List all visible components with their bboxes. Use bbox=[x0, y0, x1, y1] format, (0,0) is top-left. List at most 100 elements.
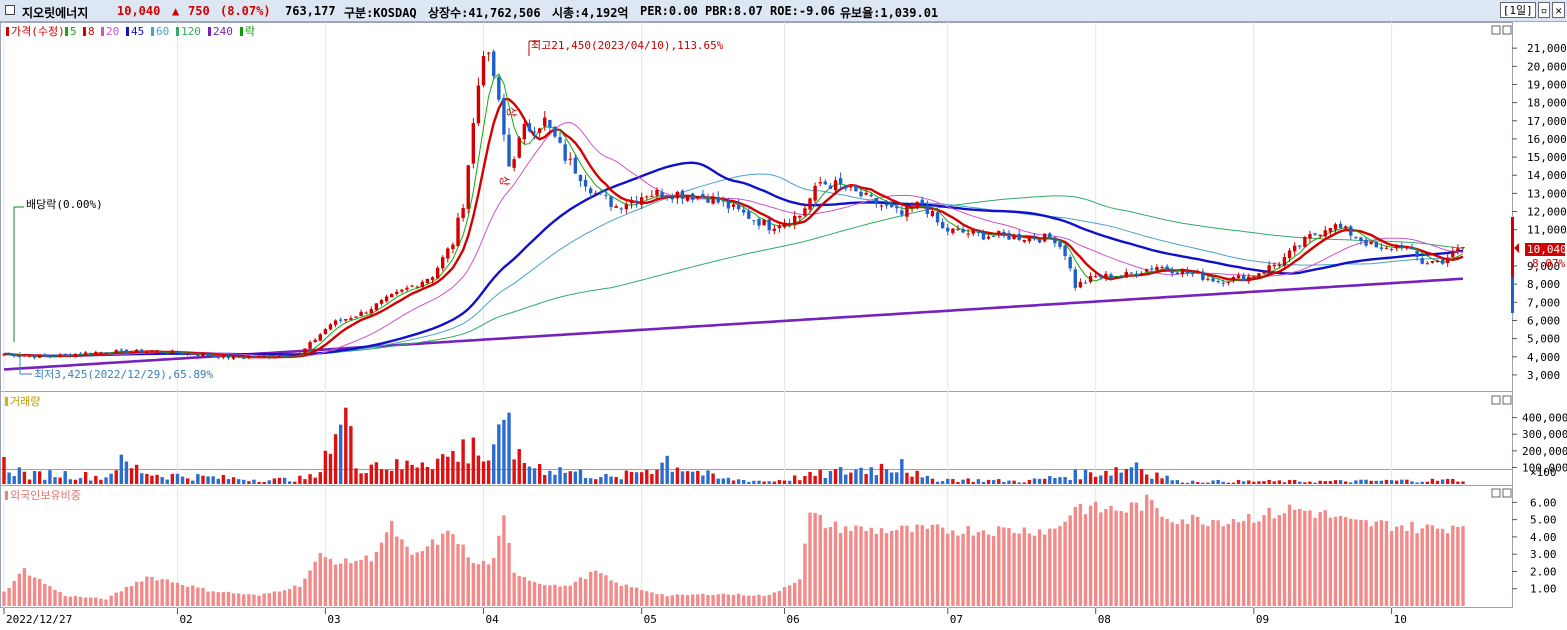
candle-body bbox=[660, 192, 664, 198]
foreign-bar bbox=[68, 596, 73, 606]
foreign-bar bbox=[946, 533, 950, 606]
volume-bar bbox=[558, 467, 562, 484]
foreign-bar bbox=[359, 559, 363, 606]
maximize-icon[interactable]: ▫ bbox=[1537, 2, 1551, 18]
candle-body bbox=[1389, 249, 1394, 251]
foreign-bar bbox=[1287, 504, 1292, 606]
candle-body bbox=[1032, 237, 1037, 240]
candle-body bbox=[716, 197, 720, 203]
volume-bar bbox=[537, 464, 542, 484]
foreign-bar bbox=[532, 582, 537, 606]
candle-body bbox=[461, 208, 465, 219]
candle-body bbox=[670, 197, 674, 200]
candle-body bbox=[17, 356, 22, 358]
candle bbox=[889, 198, 894, 208]
volume-bar bbox=[1359, 479, 1363, 484]
foreign-bar bbox=[328, 558, 333, 606]
foreign-bar bbox=[1175, 524, 1180, 606]
candle-body bbox=[400, 289, 404, 292]
candle bbox=[874, 197, 879, 208]
volume-bar bbox=[170, 473, 175, 484]
volume-bar bbox=[588, 478, 593, 484]
candle-body bbox=[1042, 233, 1047, 242]
candle bbox=[757, 217, 761, 230]
candle-body bbox=[1175, 272, 1180, 275]
candle bbox=[665, 196, 669, 201]
volume-bar bbox=[466, 463, 470, 484]
candle bbox=[1007, 230, 1011, 240]
volume-bar bbox=[905, 472, 909, 484]
candle-body bbox=[665, 196, 669, 198]
current-pct-tag: 8.07% bbox=[1532, 257, 1565, 270]
volume-bar bbox=[349, 426, 353, 484]
foreign-bar bbox=[915, 524, 919, 606]
foreign-bar bbox=[854, 525, 858, 606]
candle-body bbox=[864, 192, 868, 195]
candle bbox=[236, 356, 241, 359]
candle bbox=[1048, 231, 1052, 239]
market-cap: 시총:4,192억 bbox=[552, 6, 629, 20]
candle bbox=[211, 355, 215, 358]
panel-buttons[interactable] bbox=[1491, 25, 1512, 498]
foreign-bar bbox=[787, 585, 792, 606]
period-button[interactable]: [1일] bbox=[1499, 2, 1536, 18]
volume-bar bbox=[793, 475, 797, 484]
foreign-bar bbox=[211, 591, 215, 606]
volume-bar bbox=[114, 470, 118, 484]
foreign-bar bbox=[517, 576, 521, 606]
select-checkbox[interactable] bbox=[5, 5, 15, 15]
foreign-bar bbox=[390, 520, 394, 606]
volume-bar bbox=[221, 474, 226, 484]
volume-bar bbox=[313, 477, 317, 484]
candle-body bbox=[196, 355, 200, 357]
volume-bar bbox=[716, 478, 720, 484]
candle-body bbox=[1456, 248, 1460, 252]
candle-body bbox=[58, 354, 62, 357]
foreign-bar bbox=[1129, 502, 1134, 606]
candle bbox=[1257, 272, 1261, 279]
foreign-bar bbox=[543, 585, 547, 606]
candle-body bbox=[1262, 271, 1266, 274]
candle-body bbox=[1405, 246, 1409, 249]
volume-bar bbox=[726, 477, 731, 484]
candle-body bbox=[1037, 239, 1042, 243]
volume-bar bbox=[257, 481, 261, 484]
volume-bar bbox=[757, 480, 761, 484]
stock-chart[interactable]: 가격(수정) 5 8 20 45 60 120 240 락 거래량 외국인보유비중 최고21,4… bbox=[0, 22, 1567, 630]
candle-body bbox=[1379, 247, 1384, 249]
foreign-bar bbox=[716, 594, 720, 606]
date-x-axis: 2022/12/27 02 03 04 05 06 07 08 09 10 bbox=[3, 608, 1407, 626]
candle bbox=[1129, 272, 1134, 274]
foreign-bar bbox=[456, 544, 460, 606]
candle bbox=[900, 205, 904, 218]
volume-bar bbox=[1461, 481, 1465, 484]
candle bbox=[481, 51, 486, 88]
volume-bar bbox=[879, 463, 884, 484]
y-tick-label: 400,000 bbox=[1522, 412, 1567, 425]
close-icon[interactable]: ✕ bbox=[1552, 2, 1565, 18]
foreign-bar bbox=[1282, 513, 1287, 606]
candle-body bbox=[48, 356, 52, 358]
volume-bar bbox=[1119, 472, 1123, 484]
candle-body bbox=[543, 117, 547, 127]
candle bbox=[1445, 254, 1450, 268]
foreign-bar bbox=[99, 598, 103, 606]
volume-bar bbox=[68, 479, 73, 484]
candle bbox=[1221, 279, 1225, 287]
candle bbox=[83, 351, 88, 356]
candle-body bbox=[134, 349, 139, 353]
volume-bar bbox=[838, 467, 843, 484]
candle-body bbox=[1185, 270, 1190, 274]
y-tick-label: 4.00 bbox=[1530, 531, 1557, 544]
candle-body bbox=[772, 228, 777, 231]
foreign-bar bbox=[354, 560, 358, 606]
foreign-bar bbox=[991, 535, 996, 606]
candle-body bbox=[798, 215, 802, 218]
candle bbox=[165, 351, 169, 354]
candle-body bbox=[935, 212, 940, 223]
candle bbox=[1262, 271, 1266, 275]
candle-body bbox=[155, 351, 159, 353]
candle-body bbox=[395, 291, 399, 295]
volume-bar bbox=[1369, 480, 1373, 484]
volume-bar bbox=[1282, 482, 1287, 484]
